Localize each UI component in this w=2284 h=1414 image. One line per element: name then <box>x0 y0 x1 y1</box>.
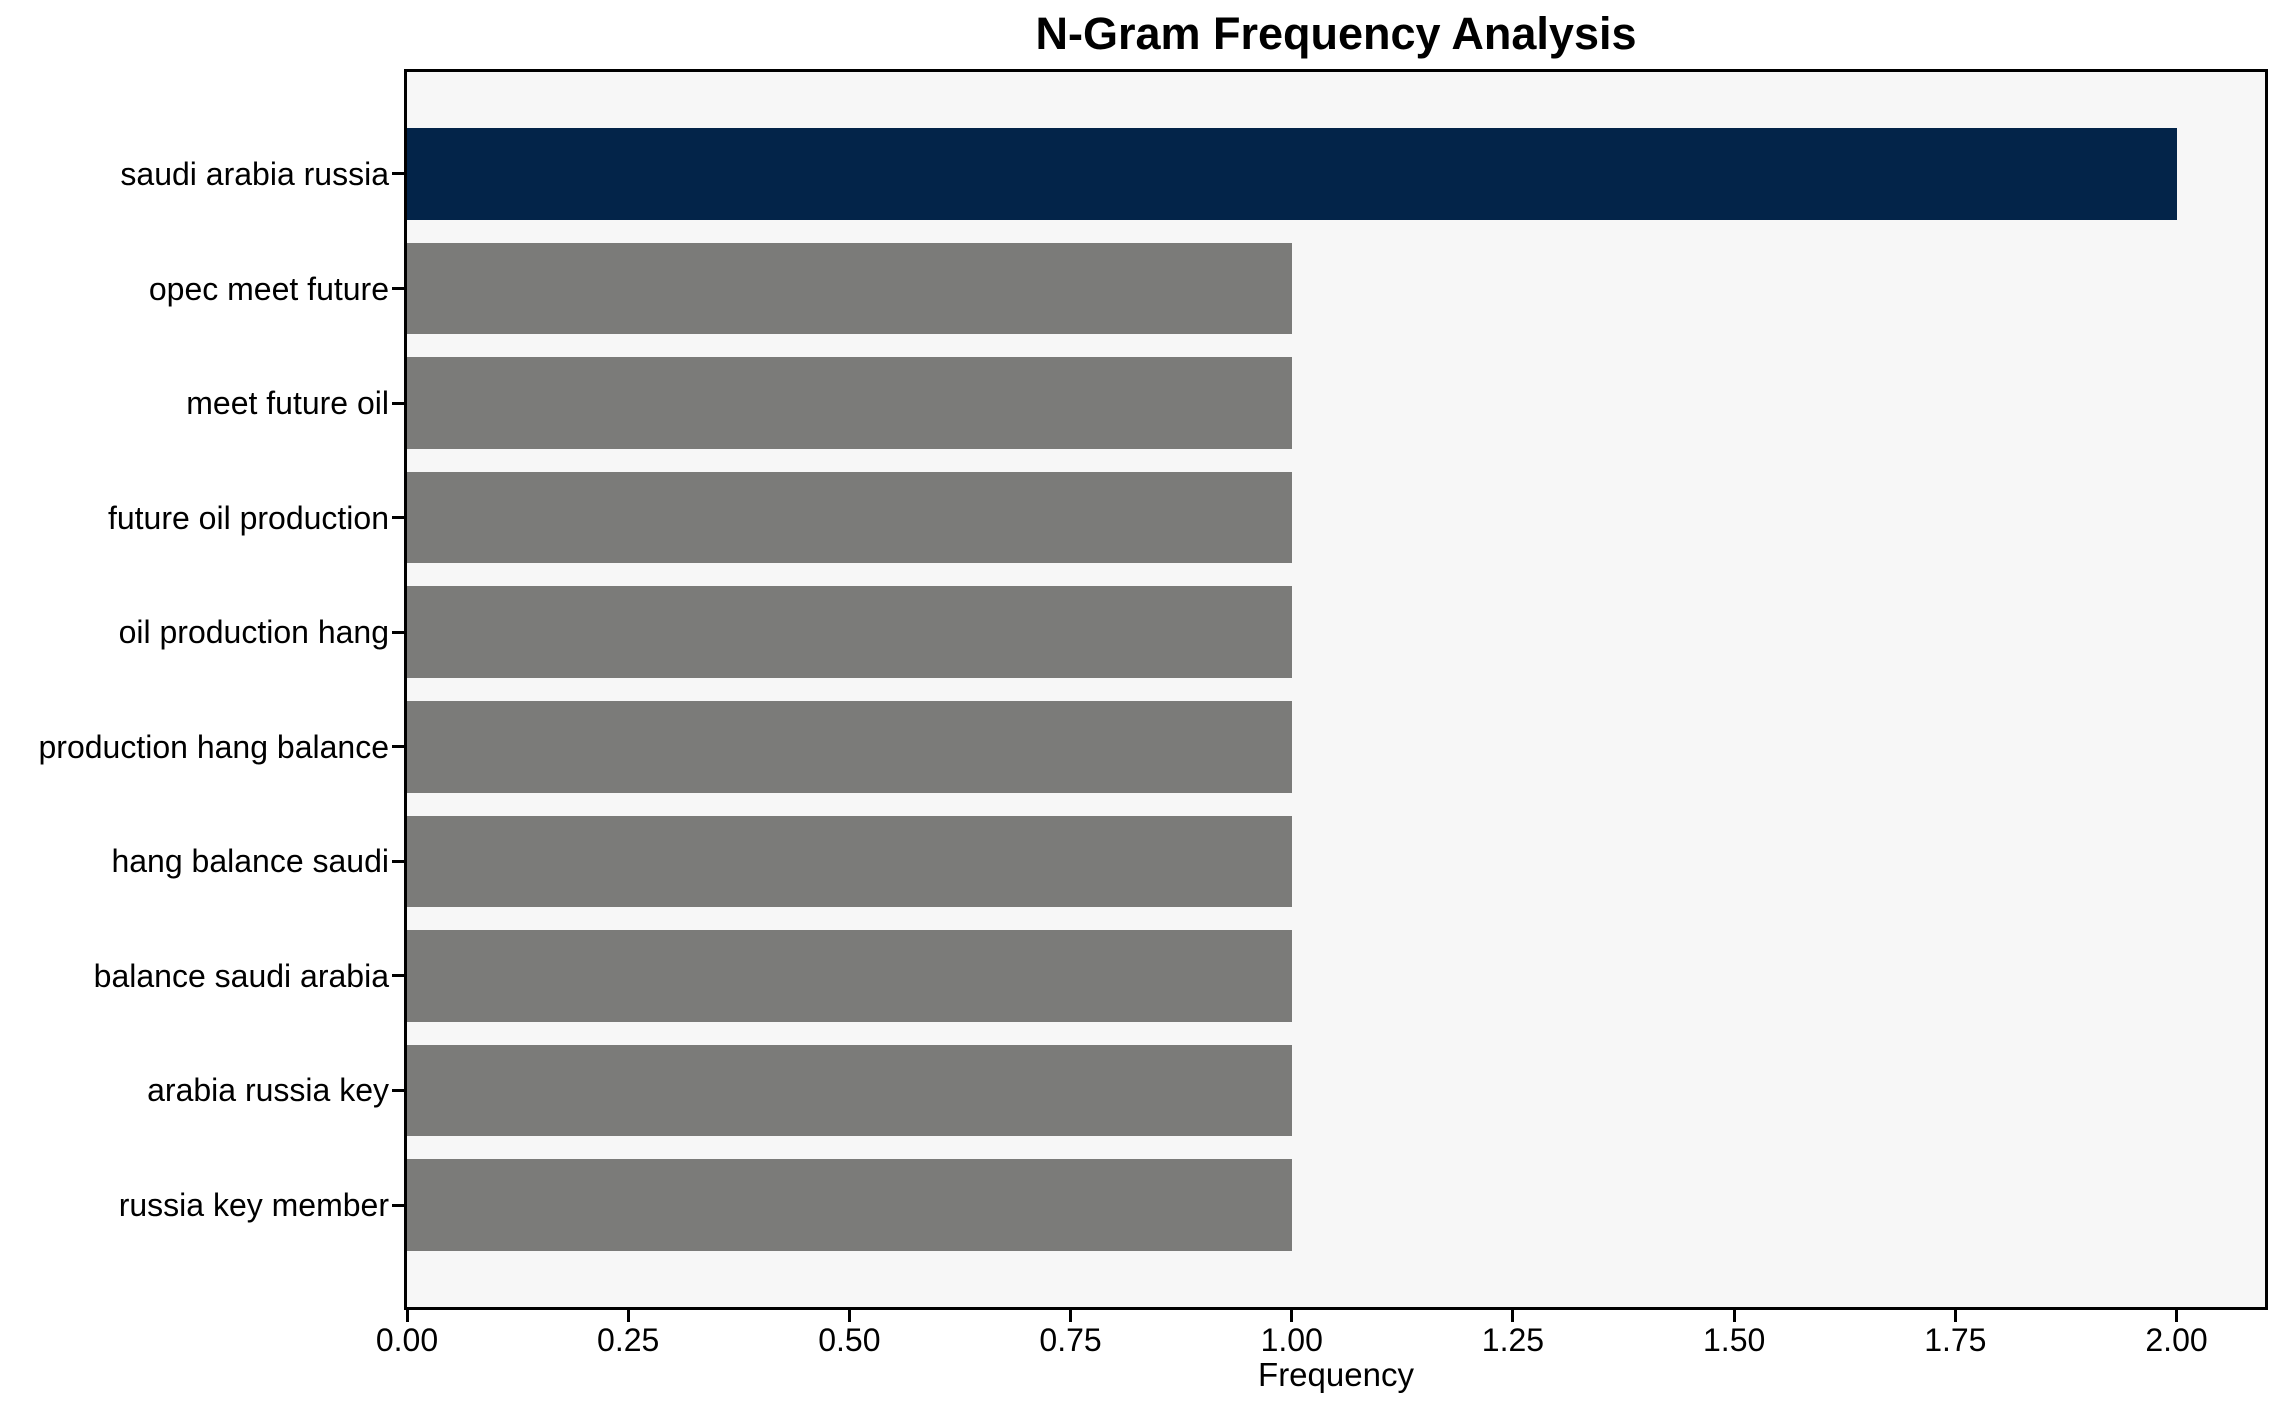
x-tick-mark <box>1511 1310 1515 1322</box>
x-tick-mark <box>2175 1310 2179 1322</box>
y-tick-mark <box>392 745 404 749</box>
x-tick-label: 1.25 <box>1481 1322 1545 1358</box>
y-tick-label: russia key member <box>118 1187 389 1224</box>
x-tick-label: 1.50 <box>1703 1322 1766 1358</box>
x-tick-mark <box>1069 1310 1073 1322</box>
y-tick-mark <box>392 1203 404 1207</box>
y-tick-mark <box>392 401 404 405</box>
x-tick-label: 0.50 <box>818 1322 881 1358</box>
bar <box>407 700 1292 793</box>
x-tick-mark <box>847 1310 851 1322</box>
plot-area <box>404 69 2268 1310</box>
y-tick-label: saudi arabia russia <box>120 155 389 192</box>
y-tick-label: oil production hang <box>118 614 389 651</box>
y-tick-label: opec meet future <box>148 270 389 307</box>
x-tick-mark <box>1290 1310 1294 1322</box>
y-tick-mark <box>392 1088 404 1092</box>
y-tick-label: future oil production <box>107 499 389 536</box>
bar <box>407 357 1292 449</box>
y-tick-label: balance saudi arabia <box>93 957 389 994</box>
x-tick-mark <box>405 1310 409 1322</box>
y-tick-mark <box>392 630 404 634</box>
bar <box>407 471 1292 564</box>
bar <box>407 128 2177 220</box>
x-tick-label: 0.25 <box>597 1322 660 1358</box>
x-axis-label: Frequency <box>1258 1356 1414 1393</box>
x-tick-label: 2.00 <box>2145 1322 2208 1358</box>
bar <box>407 930 1292 1022</box>
x-tick-label: 1.00 <box>1260 1322 1323 1358</box>
y-tick-mark <box>392 859 404 863</box>
y-tick-label: hang balance saudi <box>111 843 389 880</box>
y-tick-label: production hang balance <box>38 728 390 765</box>
bar <box>407 1044 1292 1137</box>
y-tick-mark <box>392 516 404 520</box>
x-tick-label: 1.75 <box>1924 1322 1987 1358</box>
x-tick-mark <box>1732 1310 1736 1322</box>
chart-title: N-Gram Frequency Analysis <box>1035 8 1637 59</box>
x-tick-mark <box>626 1310 630 1322</box>
y-tick-mark <box>392 287 404 291</box>
x-tick-label: 0.75 <box>1039 1322 1102 1358</box>
bar <box>407 1159 1292 1251</box>
y-tick-mark <box>392 172 404 176</box>
bar <box>407 586 1292 679</box>
y-tick-mark <box>392 974 404 978</box>
y-tick-label: arabia russia key <box>147 1072 389 1109</box>
bar <box>407 815 1292 908</box>
y-tick-label: meet future oil <box>186 385 389 422</box>
bar <box>407 242 1292 335</box>
x-tick-label: 0.00 <box>375 1322 439 1358</box>
x-tick-mark <box>1953 1310 1957 1322</box>
